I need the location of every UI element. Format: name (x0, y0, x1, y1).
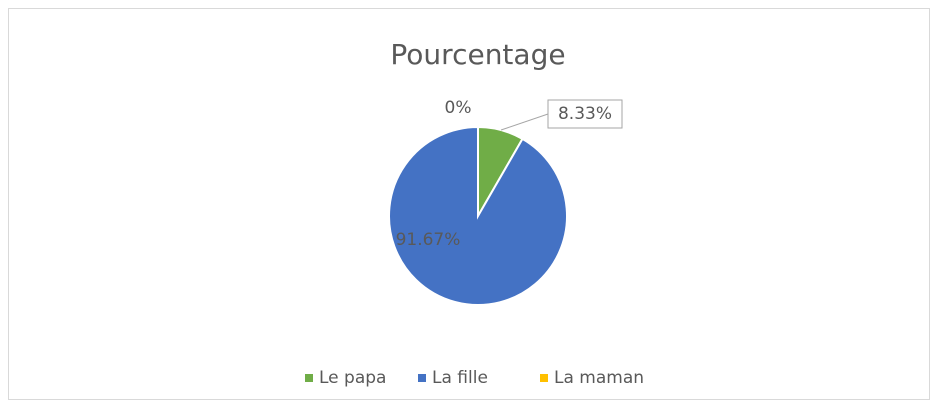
data-label-box (547, 99, 623, 129)
data-label: 8.33% (558, 104, 612, 124)
data-label: 0% (445, 98, 472, 118)
data-label: 91.67% (396, 230, 461, 250)
legend-label: Le papa (319, 368, 386, 388)
chart-title: Pourcentage (390, 38, 565, 71)
legend-marker (540, 374, 548, 382)
legend-marker (305, 374, 313, 382)
legend-marker (418, 374, 426, 382)
legend-label: La maman (554, 368, 644, 388)
legend-label: La fille (432, 368, 488, 388)
leader-line (500, 113, 549, 131)
